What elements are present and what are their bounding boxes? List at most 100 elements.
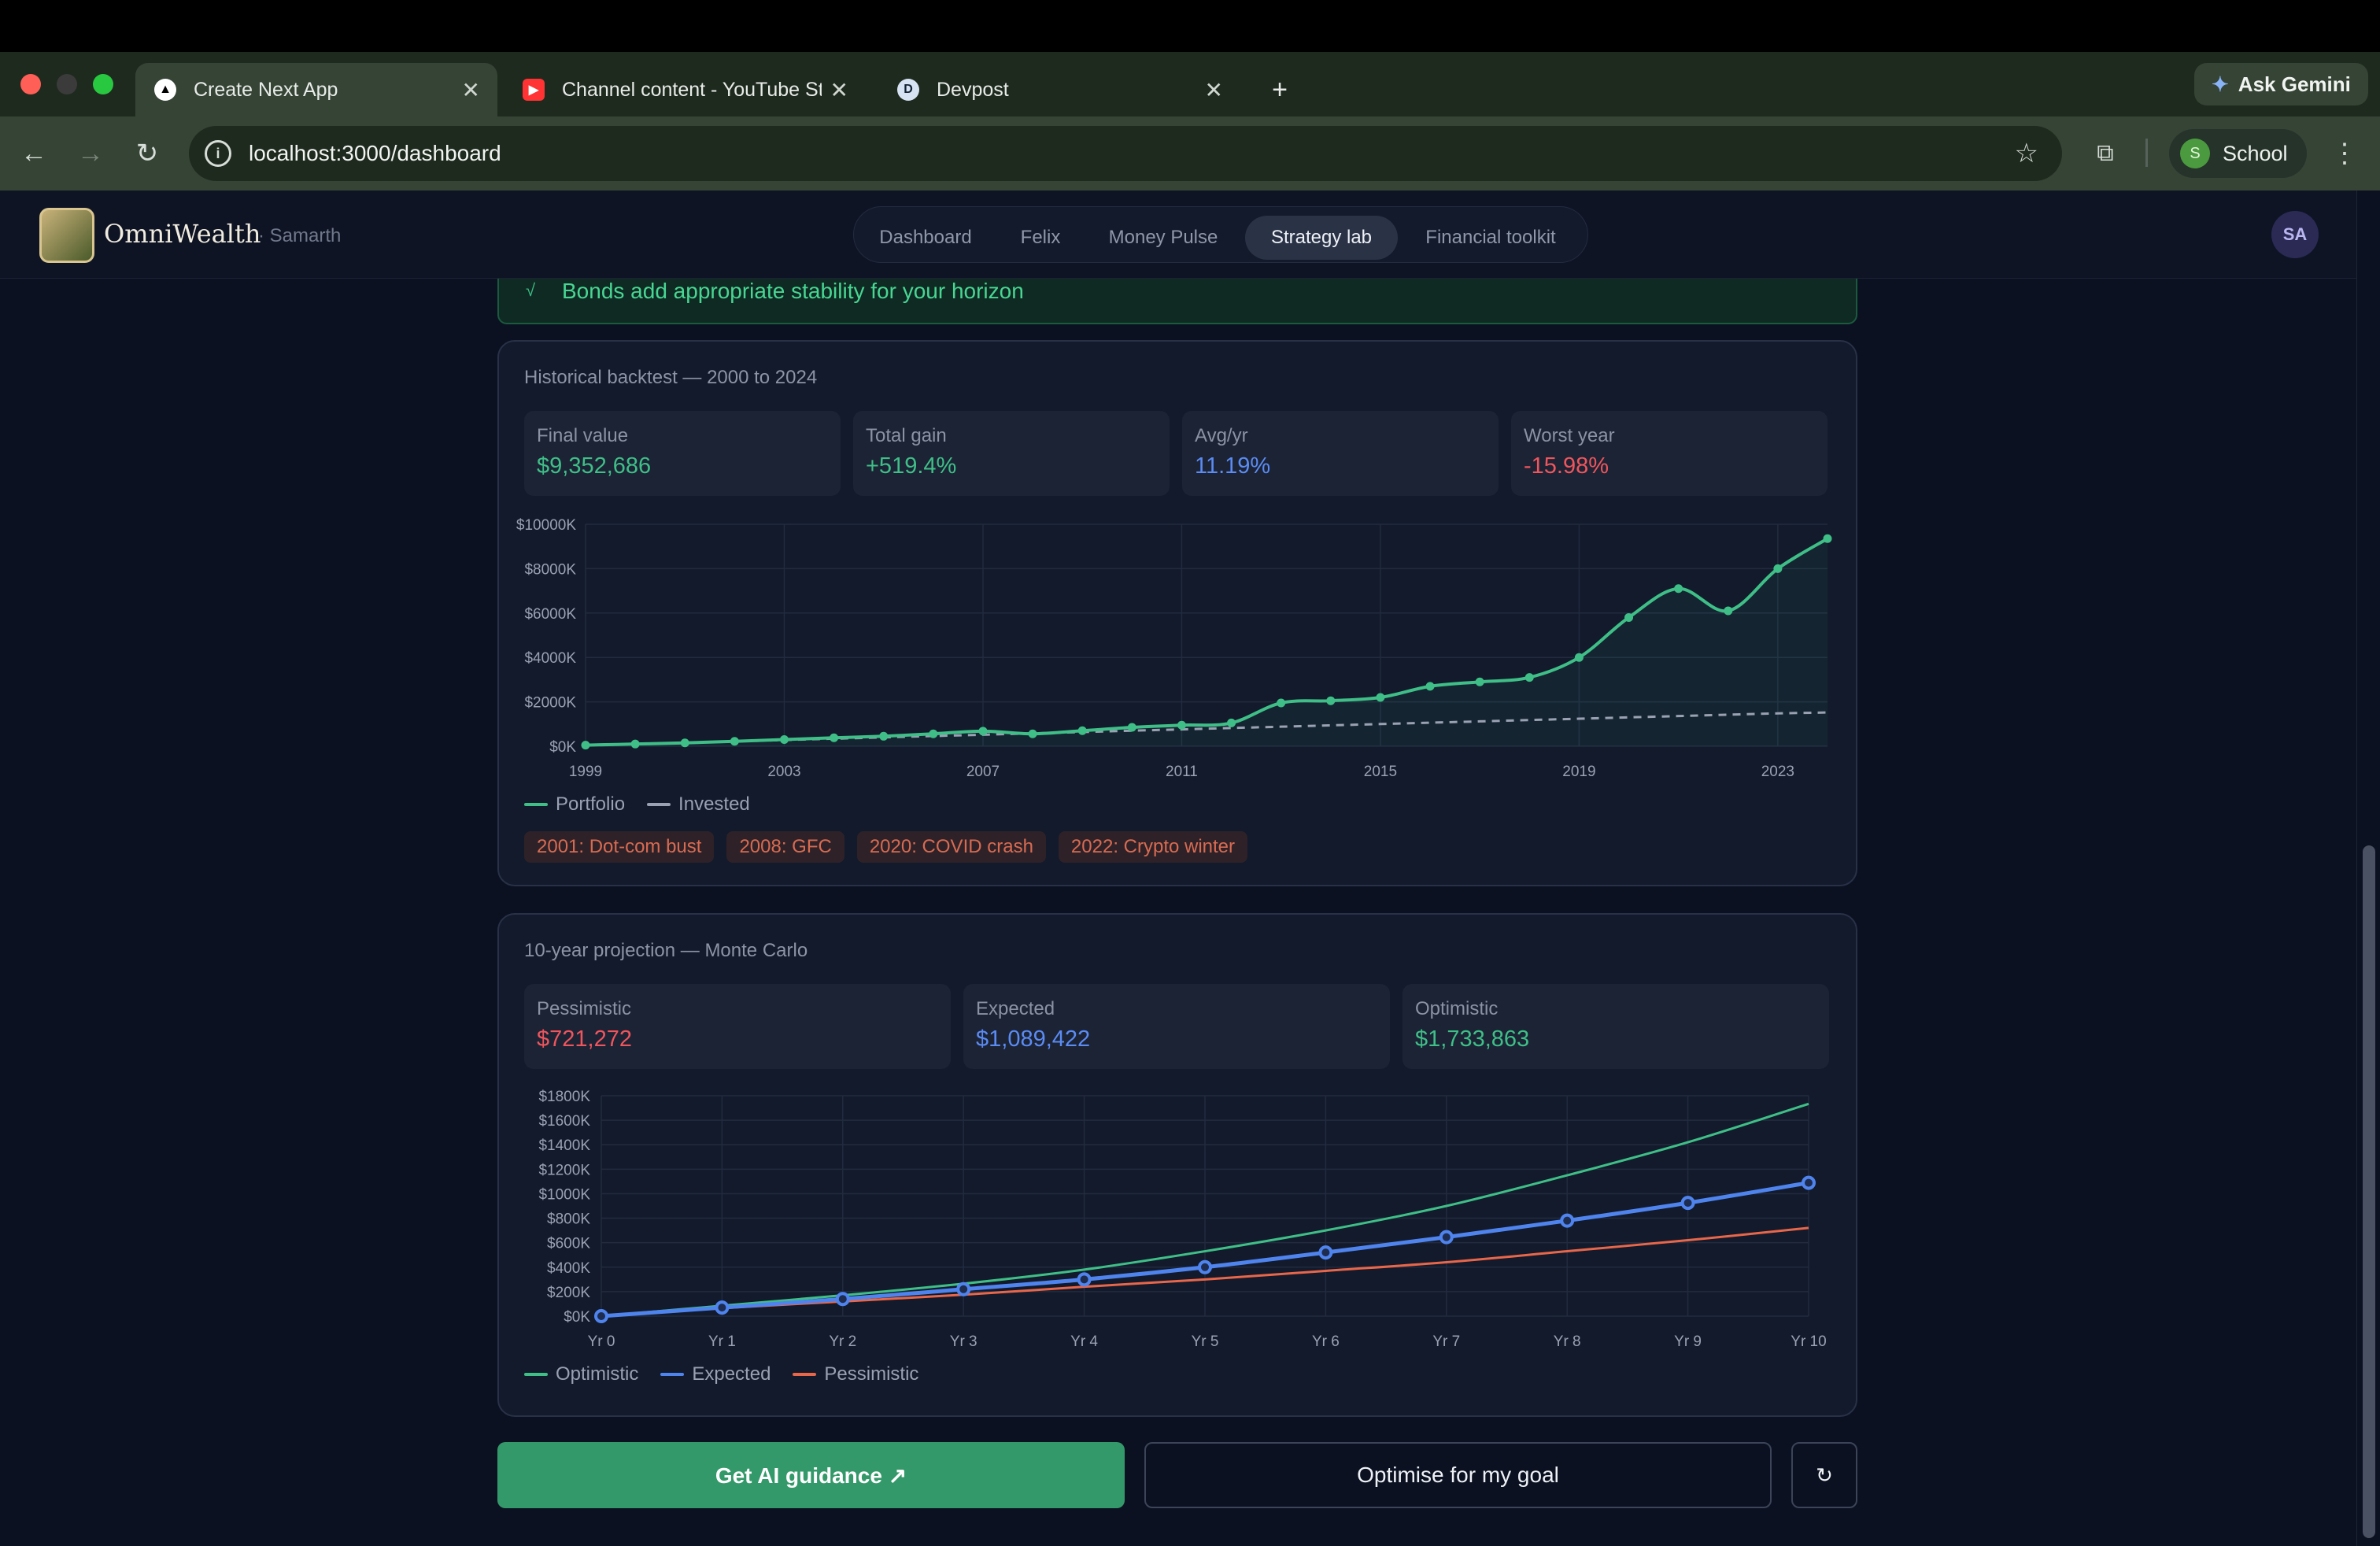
- nav-dashboard[interactable]: Dashboard: [879, 227, 972, 248]
- cast-search-icon[interactable]: ⧉: [2097, 140, 2114, 166]
- expected-point: [1560, 1213, 1575, 1228]
- app-viewport: √ Bonds add appropriate stability for yo…: [0, 190, 2356, 1546]
- forward-arrow-icon[interactable]: →: [77, 138, 104, 168]
- y-tick-label: $10000K: [516, 517, 576, 534]
- youtube-icon: ▶: [523, 79, 545, 101]
- banner-text: Bonds add appropriate stability for your…: [562, 279, 1024, 303]
- tab-label: Create Next App: [194, 78, 338, 101]
- close-icon[interactable]: ✕: [1204, 77, 1223, 102]
- omniwealth-logo[interactable]: [39, 208, 94, 263]
- portfolio-point: [1127, 723, 1136, 732]
- stat-label: Final value: [537, 425, 629, 446]
- site-info-icon[interactable]: i: [205, 140, 231, 167]
- legend-portfolio: Portfolio: [524, 793, 625, 816]
- portfolio-point: [1376, 693, 1385, 702]
- expected-point: [1198, 1259, 1212, 1274]
- user-name: · Samarth: [258, 225, 342, 246]
- y-tick-label: $200K: [547, 1285, 590, 1301]
- y-tick-label: $0K: [549, 739, 576, 756]
- profile-label: School: [2223, 141, 2288, 165]
- main-nav: [853, 206, 1588, 263]
- portfolio-point: [1674, 584, 1683, 594]
- app-header: OmniWealth · Samarth Dashboard Felix Mon…: [0, 190, 2356, 279]
- expected-point: [1318, 1245, 1333, 1260]
- expected-point: [594, 1309, 608, 1323]
- expected-point: [835, 1292, 850, 1307]
- expected-point: [1077, 1272, 1092, 1287]
- profile-button[interactable]: S School: [2169, 129, 2307, 178]
- legend-pessimistic: Pessimistic: [793, 1363, 918, 1385]
- market-events: 2001: Dot-com bust 2008: GFC 2020: COVID…: [524, 831, 1260, 863]
- stat-value: 11.19%: [1195, 453, 1271, 479]
- portfolio-point: [581, 741, 590, 750]
- stat-final-value: Final value $9,352,686: [524, 411, 841, 496]
- portfolio-point: [1277, 698, 1286, 708]
- optimise-goal-button[interactable]: Optimise for my goal: [1144, 1442, 1772, 1508]
- stat-label: Avg/yr: [1195, 425, 1248, 446]
- address-bar[interactable]: i localhost:3000/dashboard ☆: [189, 126, 2062, 181]
- x-tick-label: 2019: [1562, 764, 1595, 776]
- x-tick-label: Yr 5: [1192, 1333, 1219, 1349]
- projection-legend: Optimistic Expected Pessimistic: [524, 1363, 941, 1385]
- page-scrollbar[interactable]: [2356, 190, 2380, 1546]
- reload-icon[interactable]: ↻: [135, 139, 159, 168]
- bookmark-star-icon[interactable]: ☆: [2014, 139, 2038, 168]
- x-tick-label: Yr 10: [1791, 1333, 1826, 1349]
- os-menu-bar: [0, 0, 2380, 52]
- y-tick-label: $1000K: [538, 1186, 590, 1203]
- profile-avatar: S: [2180, 139, 2210, 168]
- nav-felix[interactable]: Felix: [1020, 227, 1061, 248]
- y-tick-label: $400K: [547, 1260, 590, 1277]
- url-text[interactable]: localhost:3000/dashboard: [249, 141, 501, 165]
- x-tick-label: 2007: [966, 764, 1000, 776]
- portfolio-point: [1475, 677, 1484, 686]
- ask-gemini-button[interactable]: ✦ Ask Gemini: [2194, 63, 2368, 105]
- x-tick-label: Yr 0: [588, 1333, 615, 1349]
- new-tab-button[interactable]: +: [1272, 74, 1288, 105]
- stat-total-gain: Total gain +519.4%: [853, 411, 1170, 496]
- minimize-window-button[interactable]: [57, 74, 77, 94]
- x-tick-label: 2011: [1166, 764, 1198, 776]
- portfolio-point: [1624, 612, 1634, 622]
- x-tick-label: 1999: [569, 764, 602, 776]
- event-tag: 2008: GFC: [726, 831, 844, 863]
- close-icon[interactable]: ✕: [830, 77, 848, 102]
- y-tick-label: $1600K: [538, 1113, 590, 1130]
- tab-devpost[interactable]: D Devpost ✕: [878, 63, 1240, 117]
- portfolio-point: [1077, 726, 1087, 735]
- projection-chart: $0K $200K $400K $600K $800K $1000K $1200K $1400…: [538, 1089, 1826, 1349]
- gemini-label: Ask Gemini: [2238, 72, 2351, 96]
- tab-youtube-studio[interactable]: ▶ Channel content - YouTube St ✕: [504, 63, 866, 117]
- backtest-card: Historical backtest — 2000 to 2024 Final…: [497, 340, 1857, 886]
- x-tick-label: 2003: [767, 764, 800, 776]
- legend-optimistic: Optimistic: [524, 1363, 638, 1385]
- portfolio-point: [1425, 682, 1435, 691]
- scrollbar-thumb[interactable]: [2363, 845, 2375, 1538]
- portfolio-point: [630, 739, 640, 749]
- x-tick-label: Yr 1: [708, 1333, 736, 1349]
- stat-label: Optimistic: [1415, 998, 1499, 1019]
- tab-label: Channel content - YouTube St: [562, 78, 822, 101]
- y-tick-label: $800K: [547, 1211, 590, 1228]
- nav-strategy-lab[interactable]: Strategy lab: [1245, 216, 1398, 260]
- close-window-button[interactable]: [20, 74, 41, 94]
- nav-money-pulse[interactable]: Money Pulse: [1108, 227, 1218, 248]
- tab-create-next-app[interactable]: ▲ Create Next App ✕: [135, 63, 497, 117]
- portfolio-point: [1773, 564, 1783, 573]
- nav-financial-toolkit[interactable]: Financial toolkit: [1425, 227, 1556, 248]
- expected-point: [956, 1282, 971, 1296]
- maximize-window-button[interactable]: [93, 74, 113, 94]
- kebab-menu-icon[interactable]: ⋮: [2331, 139, 2358, 168]
- backtest-legend: Portfolio Invested: [524, 793, 772, 816]
- brand-name[interactable]: OmniWealth: [104, 219, 261, 249]
- close-icon[interactable]: ✕: [461, 77, 480, 102]
- user-avatar[interactable]: SA: [2271, 211, 2319, 258]
- refresh-button[interactable]: ↻: [1791, 1442, 1857, 1508]
- get-ai-guidance-button[interactable]: Get AI guidance ↗: [497, 1442, 1125, 1508]
- devpost-icon: D: [897, 79, 919, 101]
- y-tick-label: $1800K: [538, 1089, 590, 1105]
- x-tick-label: Yr 2: [829, 1333, 856, 1349]
- x-tick-label: Yr 4: [1070, 1333, 1098, 1349]
- back-arrow-icon[interactable]: ←: [20, 138, 47, 168]
- x-tick-label: 2015: [1364, 764, 1397, 776]
